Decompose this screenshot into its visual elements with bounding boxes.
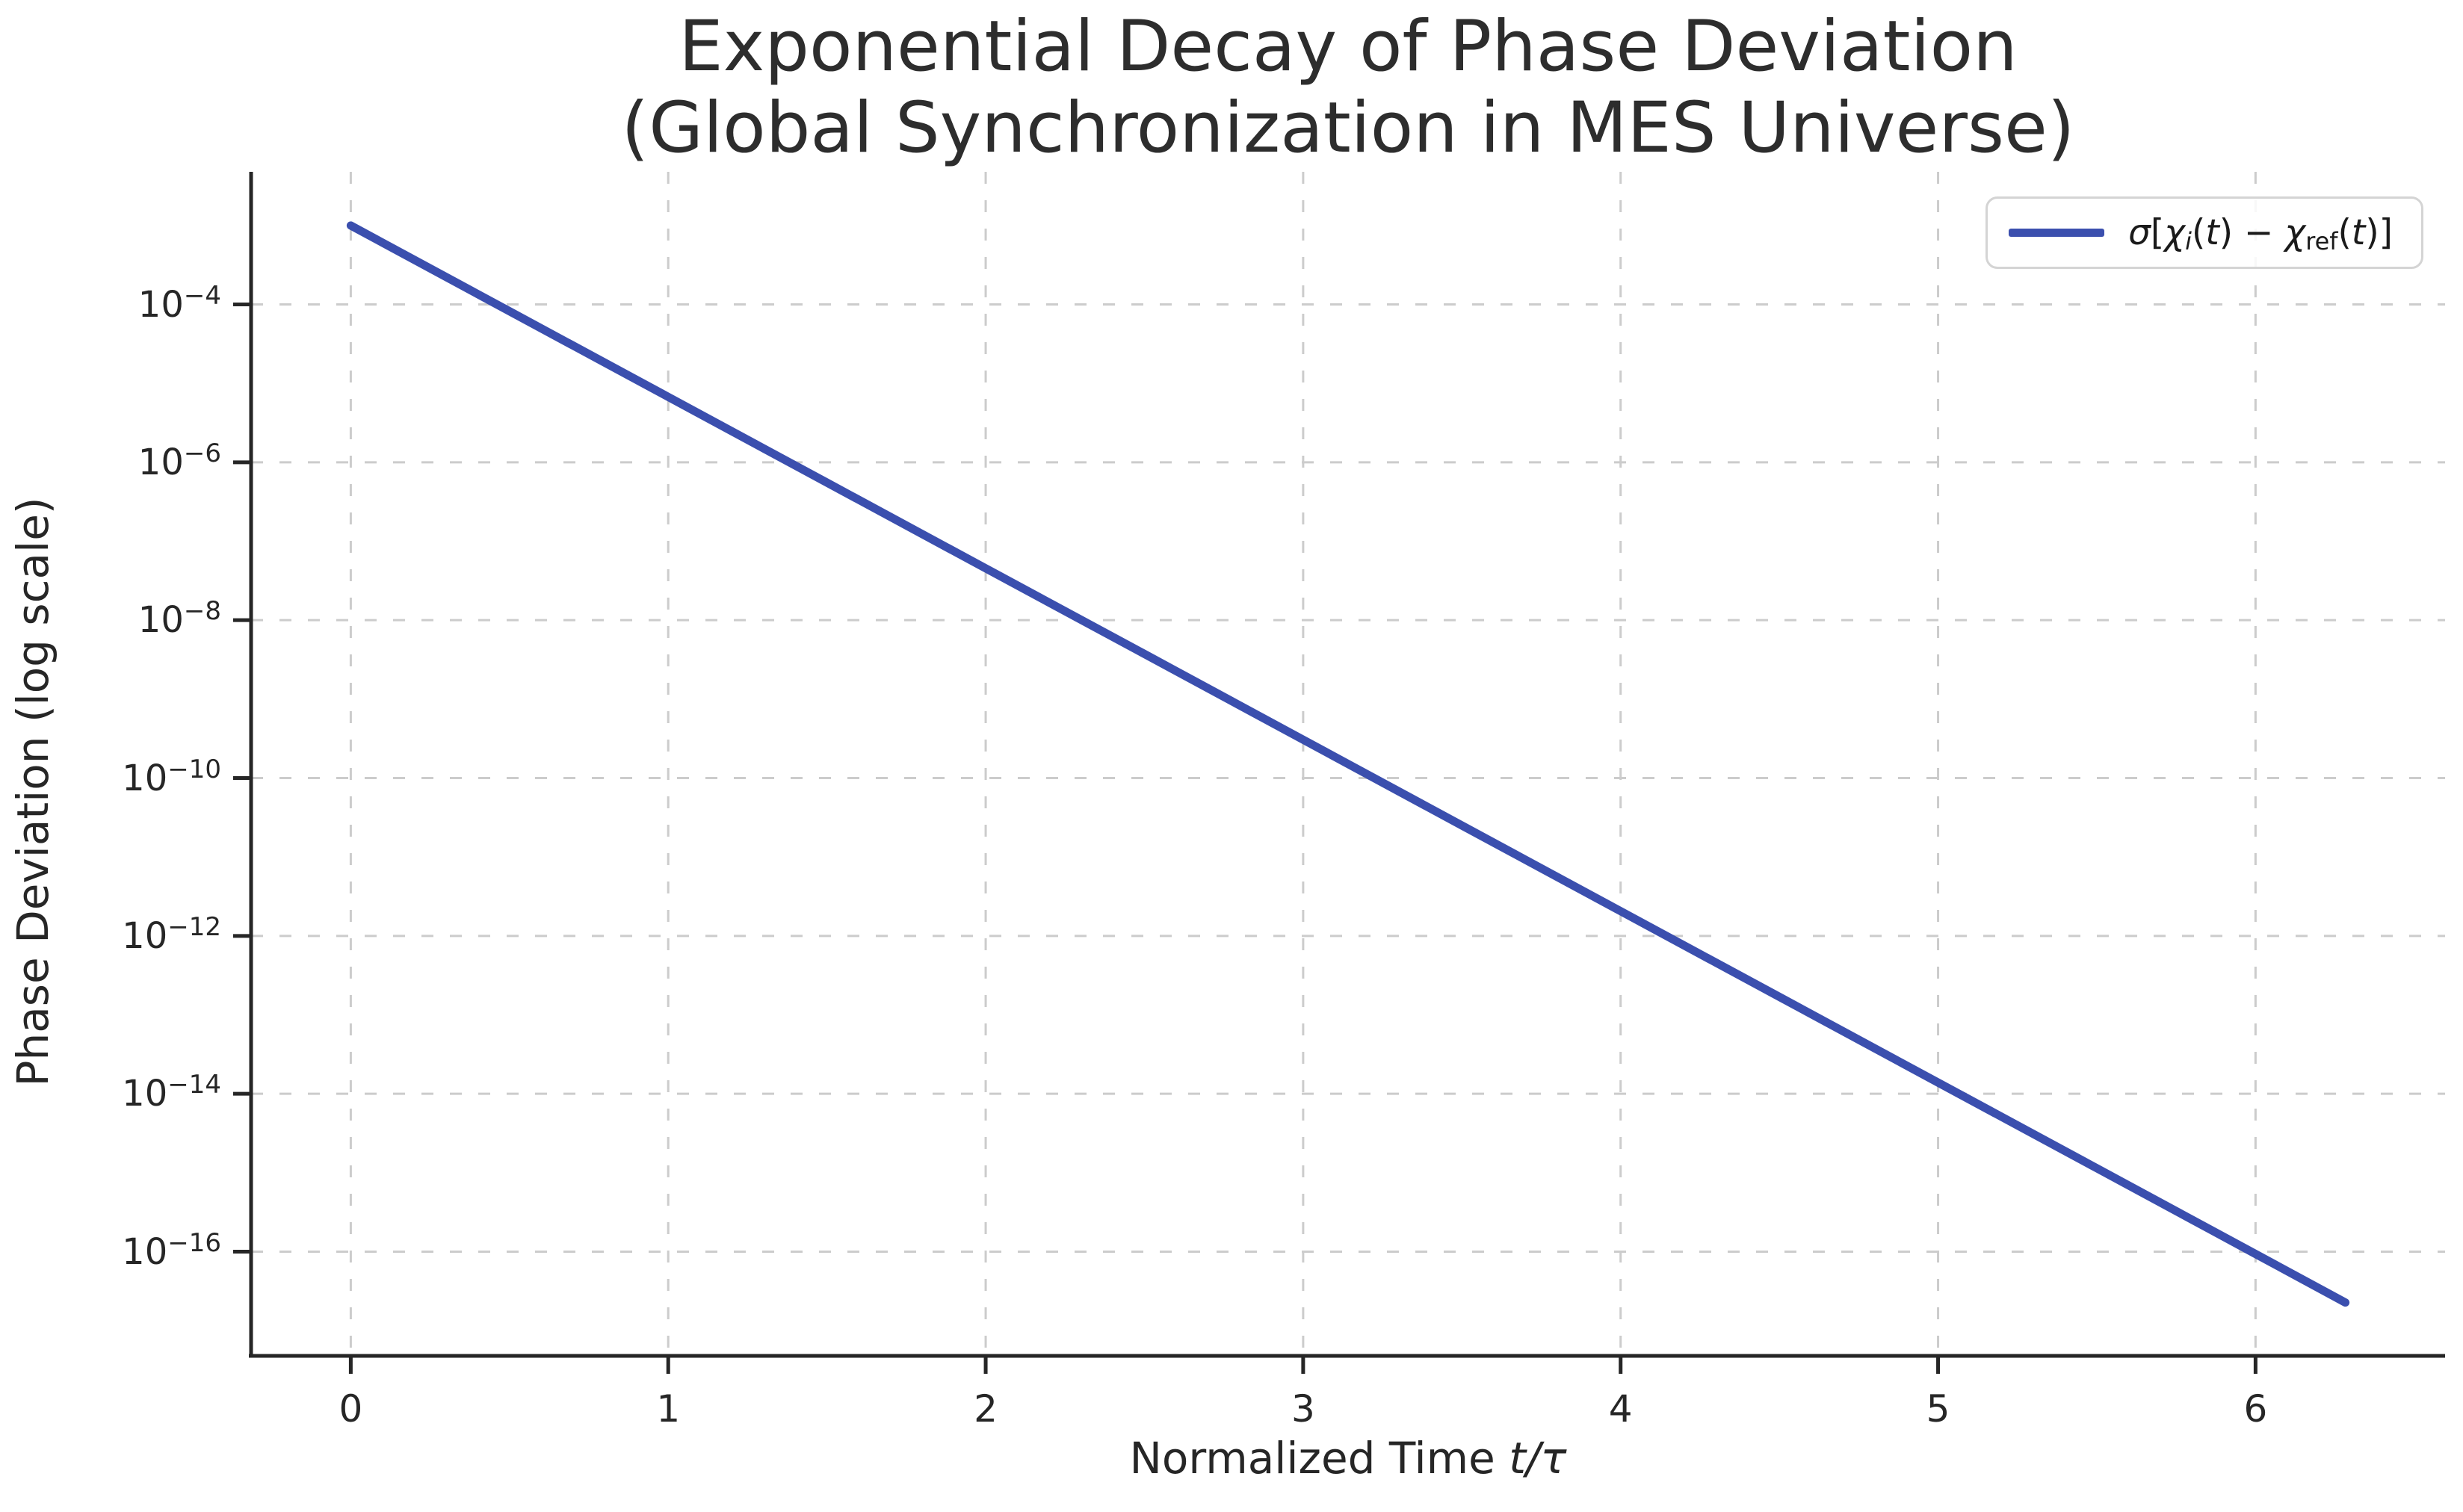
x-axis-label-math: t/τ (1509, 1433, 1567, 1484)
x-tick-label: 2 (974, 1387, 998, 1431)
legend-label-part: t (2351, 212, 2366, 253)
y-tick-label: 10−14 (122, 1070, 221, 1115)
y-tick-label: 10−6 (137, 438, 221, 483)
legend-line-swatch (2009, 229, 2105, 237)
legend-label: σ[χi(t) − χref(t)] (2128, 212, 2393, 256)
x-axis-label-text: Normalized Time (1129, 1433, 1509, 1484)
x-axis-label: Normalized Time t/τ (251, 1433, 2445, 1484)
legend-label-part: − (2233, 212, 2285, 253)
x-tick-label: 4 (1608, 1387, 1633, 1431)
legend-label-part: ] (2379, 212, 2393, 253)
series-line (346, 221, 2350, 1307)
legend-label-part: ( (2337, 212, 2352, 253)
y-tick-label: 10−8 (137, 596, 221, 642)
legend-label-part: ref (2305, 227, 2338, 256)
chart-title: Exponential Decay of Phase Deviation (Gl… (251, 6, 2445, 169)
y-tick-label: 10−12 (122, 911, 221, 957)
y-tick-label: 10−10 (122, 754, 221, 799)
legend-label-part: [ (2150, 212, 2165, 253)
x-tick-label: 5 (1926, 1387, 1950, 1431)
x-tick-label: 0 (339, 1387, 363, 1431)
legend-label-part: χ (2164, 212, 2186, 253)
x-tick-label: 1 (656, 1387, 681, 1431)
y-tick-label: 10−4 (137, 280, 221, 326)
legend-label-part: χ (2284, 212, 2306, 253)
x-tick-label: 6 (2243, 1387, 2268, 1431)
legend-label-part: ) (2365, 212, 2379, 253)
legend-label-part: σ (2128, 212, 2151, 253)
legend-label-part: ) (2219, 212, 2234, 253)
x-tick-label: 3 (1291, 1387, 1315, 1431)
legend-box: σ[χi(t) − χref(t)] (1985, 196, 2423, 269)
legend-label-part: t (2205, 212, 2219, 253)
chart-title-line1: Exponential Decay of Phase Deviation (679, 6, 2018, 87)
legend-label-part: i (2185, 227, 2192, 256)
legend-label-part: ( (2191, 212, 2206, 253)
y-tick-label: 10−16 (122, 1227, 221, 1273)
chart-title-line2: (Global Synchronization in MES Universe) (621, 87, 2075, 170)
